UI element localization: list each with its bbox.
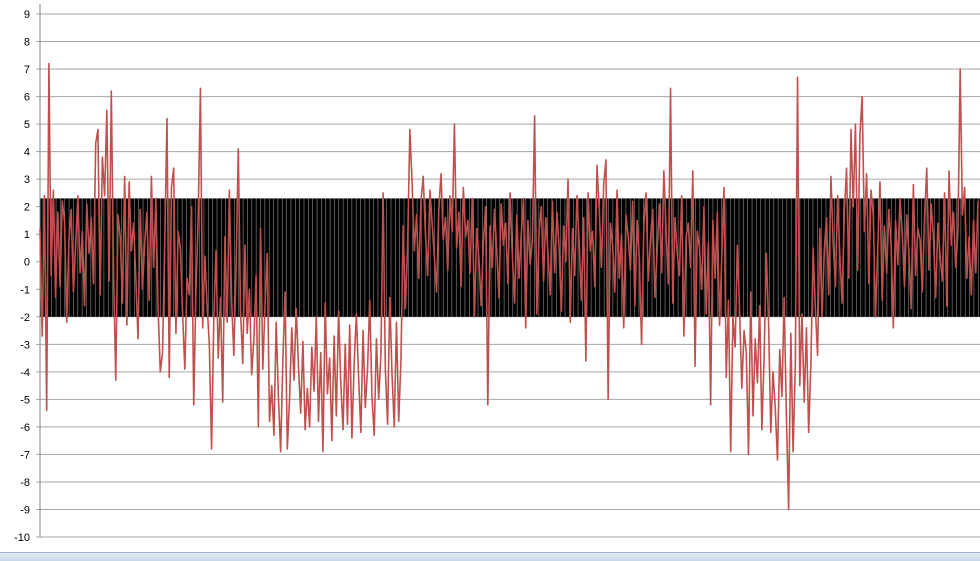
y-tick-label: 4 — [24, 147, 30, 159]
y-tick-label: -7 — [20, 449, 30, 461]
y-tick-label: -10 — [14, 532, 30, 544]
y-tick-label: 0 — [24, 257, 30, 269]
y-tick-label: -9 — [20, 504, 30, 516]
y-tick-label: 1 — [24, 229, 30, 241]
y-tick-label: -5 — [20, 394, 30, 406]
y-tick-label: 8 — [24, 37, 30, 49]
data-series-line — [39, 62, 979, 511]
y-tick-label: 9 — [24, 9, 30, 21]
y-tick-label: 3 — [24, 174, 30, 186]
y-tick-label: 7 — [24, 64, 30, 76]
y-tick-label: -4 — [20, 367, 30, 379]
y-tick-label: 6 — [24, 92, 30, 104]
y-tick-label: -6 — [20, 422, 30, 434]
y-tick-label: -3 — [20, 339, 30, 351]
window-bottom-edge — [0, 552, 980, 561]
y-tick-label: -1 — [20, 284, 30, 296]
y-tick-label: -2 — [20, 312, 30, 324]
y-tick-label: 5 — [24, 119, 30, 131]
y-tick-label: -8 — [20, 477, 30, 489]
y-tick-label: 2 — [24, 202, 30, 214]
